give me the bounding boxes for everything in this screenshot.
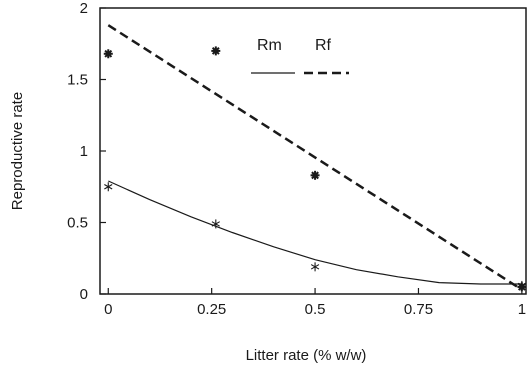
y-axis-title: Reproductive rate [9,92,26,210]
x-tick-label: 0.25 [197,301,226,318]
rm-marker-stroke [104,184,113,190]
rm-fit-line [108,180,522,285]
rm-marker-stroke [211,221,220,227]
x-tick-label: 0.75 [404,301,433,318]
rf-data-point [103,49,113,59]
rf-data-point [517,282,527,292]
y-tick-label: 0 [80,286,88,303]
rm-data-point [104,182,113,192]
x-axis-title: Litter rate (% w/w) [246,347,367,364]
y-tick-label: 2 [80,0,88,17]
y-tick-label: 1.5 [67,72,88,89]
rf-marker-stroke [311,171,319,180]
markers-layer [103,46,527,292]
legend: Rm Rf [251,37,349,75]
plot-frame [99,7,527,295]
x-tick-label: 0.5 [305,301,326,318]
x-tick-label: 1 [518,301,526,318]
legend-label-rf: Rf [315,37,332,54]
x-tick-label: 0 [104,301,112,318]
rm-data-point [211,219,220,229]
rf-data-point [211,46,221,56]
rf-data-point [310,170,320,180]
rf-fit-line [107,24,523,291]
rf-marker-stroke [517,282,526,291]
lines-layer [107,24,523,291]
rf-marker-stroke [104,49,113,58]
ticks-layer: 0 0.25 0.5 0.75 1 0 0.5 1 1.5 2 [67,0,526,318]
legend-label-rm: Rm [257,37,282,54]
rf-marker-stroke [211,47,220,55]
rm-marker-stroke [310,264,320,270]
y-tick-label: 0.5 [67,215,88,232]
rm-data-point [310,262,320,272]
y-tick-label: 1 [80,143,88,160]
